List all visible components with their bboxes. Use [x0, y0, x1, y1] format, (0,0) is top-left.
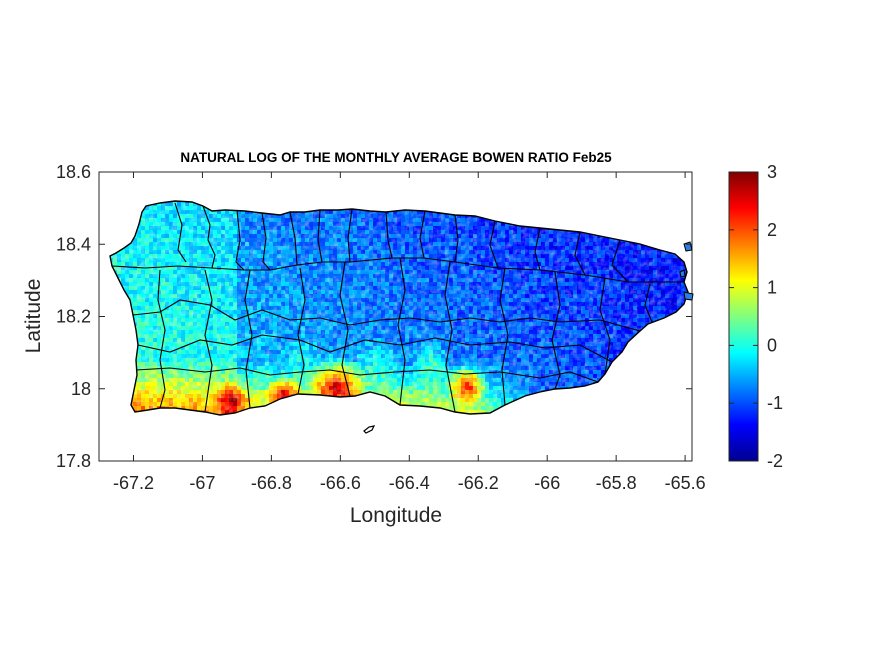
colorbar-ticks: -2 -1 0 1 2 3: [729, 162, 783, 471]
municipal-boundary: [174, 202, 187, 263]
municipal-boundary: [574, 231, 586, 276]
municipal-boundary: [339, 261, 351, 397]
x-axis-label: Longitude: [350, 504, 442, 527]
y-tick-label: 18.6: [56, 162, 91, 182]
y-tick-label: 18.4: [56, 234, 91, 254]
municipal-boundary: [551, 271, 561, 390]
municipal-boundary: [132, 299, 641, 332]
municipal-boundary: [534, 227, 541, 271]
municipal-boundary: [137, 334, 613, 363]
municipal-boundary: [347, 208, 353, 263]
municipal-boundary: [397, 257, 406, 406]
caja-de-muertos-islet: [363, 425, 376, 434]
y-axis-label: Latitude: [22, 279, 45, 354]
municipal-boundary: [297, 267, 306, 395]
x-tick-label: -66.6: [320, 473, 361, 493]
x-tick-label: -66.4: [389, 473, 430, 493]
municipal-boundary: [599, 277, 611, 375]
x-tick-label: -66.8: [251, 473, 292, 493]
municipal-boundary: [235, 209, 245, 271]
municipal-boundary: [204, 269, 213, 413]
colorbar-tick-label: 1: [767, 278, 777, 298]
x-tick-label: -66: [534, 473, 560, 493]
colorbar: [728, 171, 759, 462]
municipal-boundary: [454, 214, 459, 263]
eastern-cays: [679, 241, 694, 301]
municipal-boundary: [611, 239, 629, 283]
x-axis: -67.2 -67 -66.8 -66.6 -66.4 -66.2 -66 -65.8 -65.…: [113, 172, 706, 493]
colorbar-tick-label: -2: [767, 451, 783, 471]
x-tick-label: -67: [189, 473, 215, 493]
municipal-boundary: [644, 283, 653, 323]
x-tick-label: -67.2: [113, 473, 154, 493]
municipal-boundary: [444, 261, 456, 413]
y-tick-label: 17.8: [56, 451, 91, 471]
municipal-boundary: [289, 211, 298, 266]
x-tick-label: -65.8: [596, 473, 637, 493]
colorbar-tick-label: -1: [767, 393, 783, 413]
municipal-boundary: [157, 269, 166, 409]
municipal-boundary: [317, 209, 323, 263]
y-axis: 17.8 18 18.2 18.4 18.6: [56, 162, 692, 471]
chart-title: NATURAL LOG OF THE MONTHLY AVERAGE BOWEN…: [180, 150, 612, 165]
municipal-boundaries: [111, 202, 684, 413]
municipal-boundary: [499, 267, 509, 406]
municipal-boundary: [261, 212, 271, 271]
island-outline: [109, 200, 689, 416]
y-tick-label: 18: [71, 379, 91, 399]
municipal-boundary: [202, 205, 216, 269]
municipal-boundary: [385, 211, 393, 259]
municipal-boundary: [111, 257, 684, 283]
colorbar-tick-label: 0: [767, 335, 777, 355]
municipal-boundary: [244, 269, 253, 409]
municipal-boundary: [419, 210, 426, 259]
municipal-boundary: [135, 367, 599, 383]
colorbar-tick-label: 3: [767, 162, 777, 182]
x-tick-label: -66.2: [458, 473, 499, 493]
colorbar-tick-label: 2: [767, 220, 777, 240]
municipal-boundary: [489, 220, 499, 269]
x-tick-label: -65.6: [665, 473, 706, 493]
y-tick-label: 18.2: [56, 307, 91, 327]
